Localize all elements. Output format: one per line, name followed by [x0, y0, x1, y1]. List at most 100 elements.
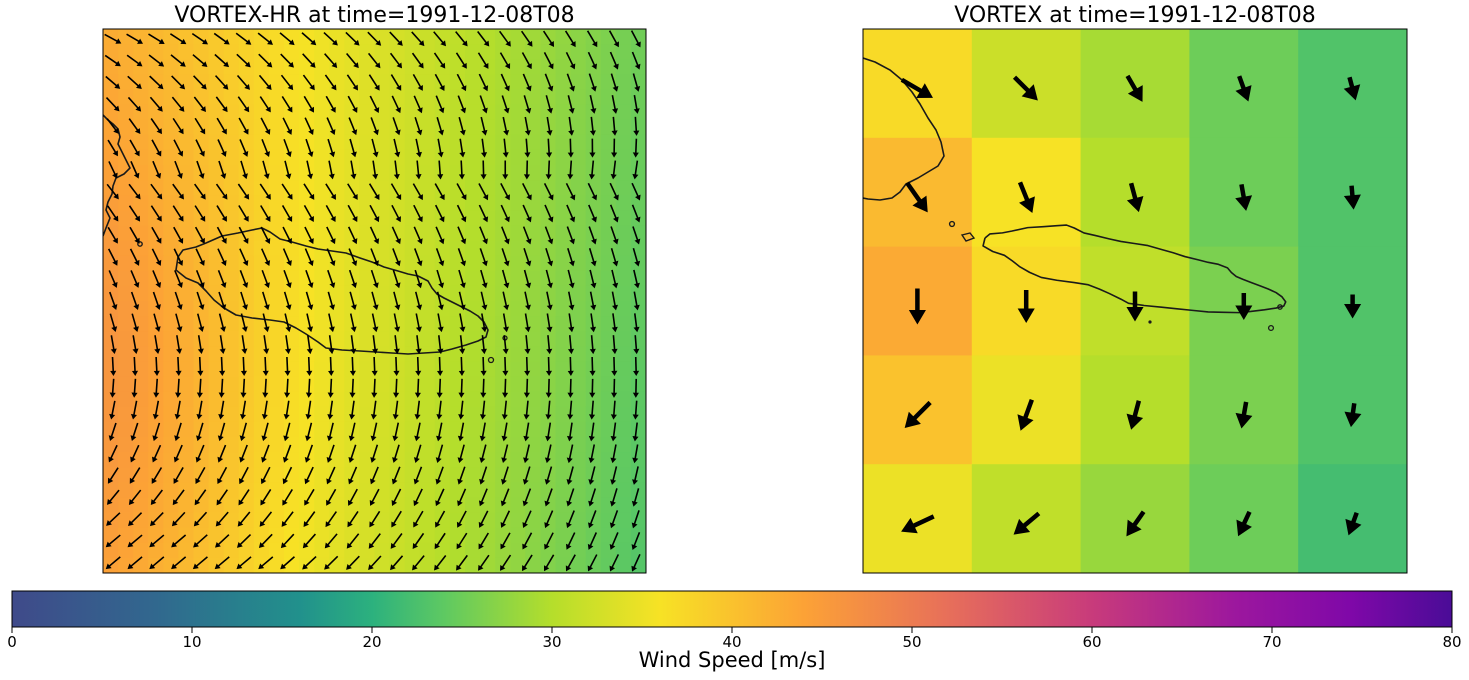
left-cell: [118, 361, 134, 378]
left-cell: [223, 149, 240, 166]
left-cell: [404, 240, 421, 257]
left-cell: [178, 542, 195, 559]
left-cell: [148, 44, 164, 60]
left-arrow: [367, 52, 381, 69]
left-arrow: [520, 30, 533, 47]
left-arrow: [173, 139, 184, 157]
left-cell: [404, 482, 421, 499]
left-cell: [600, 301, 617, 317]
left-arrow: [415, 356, 422, 376]
left-arrow: [108, 422, 117, 442]
left-arrow: [414, 422, 421, 442]
left-cell: [540, 210, 557, 227]
left-arrow: [301, 32, 317, 46]
left-arrow: [458, 400, 465, 420]
left-cell: [193, 180, 210, 196]
left-arrow: [391, 95, 401, 114]
left-cell: [118, 452, 134, 468]
left-cell: [329, 225, 345, 242]
left-cell: [434, 331, 451, 347]
left-arrow: [632, 73, 641, 92]
left-arrow: [391, 488, 402, 506]
left-cell: [284, 180, 300, 196]
left-cell: [419, 361, 436, 378]
left-arrow: [214, 53, 230, 68]
left-arrow: [480, 291, 488, 311]
left-cell: [555, 225, 572, 242]
left-cell: [284, 361, 300, 378]
left-cell: [208, 331, 225, 347]
left-arrow: [435, 510, 446, 528]
left-arrow: [259, 511, 273, 527]
left-cell: [510, 285, 526, 302]
left-cell: [118, 149, 134, 166]
left-arrow: [610, 466, 618, 485]
left-cell: [389, 270, 406, 287]
right-cell: [1080, 29, 1190, 139]
left-arrow: [326, 444, 335, 463]
left-cell: [570, 421, 587, 438]
left-cell: [284, 497, 300, 514]
left-cell: [118, 301, 134, 317]
right-islet: [1277, 304, 1283, 310]
left-cell: [465, 210, 481, 227]
left-arrow: [217, 139, 227, 157]
left-arrow: [193, 75, 207, 90]
left-cell: [253, 104, 270, 121]
left-cell: [540, 421, 557, 438]
left-cell: [374, 165, 391, 181]
right-arrow: [1235, 183, 1253, 211]
left-arrow: [127, 556, 143, 570]
left-arrow: [414, 291, 423, 311]
left-cell: [163, 527, 180, 544]
left-arrow: [545, 95, 553, 114]
left-cell: [208, 74, 225, 91]
left-arrow: [546, 313, 553, 333]
left-arrow: [435, 226, 445, 245]
right-arrow: [904, 400, 932, 428]
left-arrow: [195, 444, 205, 463]
left-arrow: [502, 291, 510, 311]
left-cell: [434, 421, 451, 438]
left-cell: [465, 542, 481, 559]
left-cell: [238, 104, 255, 121]
left-cell: [495, 165, 511, 181]
left-cell: [555, 285, 572, 302]
left-cell: [465, 29, 481, 45]
left-arrow: [218, 160, 227, 180]
left-cell: [555, 240, 572, 257]
left-cell: [555, 467, 572, 483]
left-cell: [253, 452, 270, 468]
left-cell: [148, 421, 164, 438]
left-arrow: [413, 444, 422, 463]
left-cell: [449, 104, 466, 121]
left-cell: [253, 512, 270, 529]
left-arrow: [436, 269, 445, 289]
left-cell: [208, 165, 225, 181]
left-arrow: [325, 183, 336, 200]
left-cell: [600, 376, 617, 393]
left-cell: [465, 89, 481, 106]
left-arrow: [632, 378, 639, 398]
left-cell: [314, 482, 330, 499]
left-cell: [299, 44, 315, 60]
left-cell: [540, 44, 557, 60]
left-arrow: [393, 335, 400, 355]
left-arrow: [303, 183, 315, 200]
left-cell: [585, 527, 602, 544]
left-cell: [404, 195, 421, 211]
left-arrow: [151, 226, 162, 244]
left-arrow: [611, 313, 618, 333]
left-cell: [374, 104, 391, 121]
left-arrow: [566, 488, 575, 507]
left-cell: [404, 44, 421, 60]
left-cell: [510, 301, 526, 317]
left-cell: [193, 285, 210, 302]
left-cell: [359, 29, 376, 45]
left-cell: [585, 391, 602, 408]
left-cell: [359, 180, 376, 196]
left-cell: [570, 210, 587, 227]
left-cell: [540, 195, 557, 211]
left-arrow: [502, 160, 509, 180]
left-arrow: [502, 138, 509, 158]
